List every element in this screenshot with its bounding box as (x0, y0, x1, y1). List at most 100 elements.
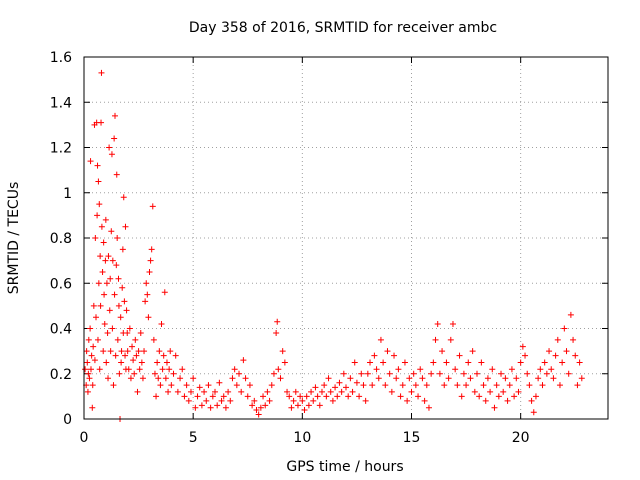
data-point (397, 393, 404, 400)
data-point (101, 291, 108, 298)
data-point (216, 379, 223, 386)
data-point (559, 359, 566, 366)
data-point (284, 388, 291, 395)
data-point (417, 366, 424, 373)
data-point (332, 384, 339, 391)
data-point (179, 366, 186, 373)
data-point (114, 336, 121, 343)
data-point (246, 382, 253, 389)
data-point (192, 404, 199, 411)
data-point (526, 382, 533, 389)
data-point (130, 357, 137, 364)
data-point (129, 343, 136, 350)
y-tick-label: 0.2 (50, 367, 72, 383)
data-point (393, 375, 400, 382)
data-point (153, 393, 160, 400)
data-point (207, 404, 214, 411)
data-point (242, 375, 249, 382)
data-point (95, 280, 102, 287)
gridlines (84, 57, 608, 419)
data-point (229, 375, 236, 382)
x-tick-label: 10 (293, 430, 311, 446)
data-point (222, 404, 229, 411)
data-point (126, 325, 133, 332)
data-point (174, 388, 181, 395)
data-point (194, 393, 201, 400)
data-point (274, 318, 281, 325)
data-point (113, 262, 120, 269)
data-point (105, 375, 112, 382)
data-point (115, 302, 122, 309)
data-point (312, 384, 319, 391)
data-point (94, 212, 101, 219)
data-point (212, 388, 218, 395)
data-point (388, 388, 395, 395)
data-point (203, 397, 210, 404)
data-point (122, 223, 129, 230)
data-point (121, 298, 128, 305)
data-point (338, 388, 345, 395)
data-point (119, 284, 126, 291)
y-tick-label: 0.4 (50, 322, 72, 338)
data-point (432, 336, 439, 343)
data-point (467, 375, 474, 382)
data-point (399, 382, 406, 389)
data-point (364, 370, 371, 377)
data-point (231, 366, 238, 373)
data-point (190, 375, 197, 382)
data-point (146, 268, 153, 275)
data-point (552, 352, 559, 359)
data-point (541, 359, 548, 366)
data-point (522, 352, 529, 359)
data-point (382, 382, 389, 389)
data-point (554, 336, 561, 343)
data-point (102, 257, 109, 264)
data-point (155, 375, 162, 382)
data-point (340, 370, 347, 377)
data-point (84, 388, 91, 395)
data-point (85, 336, 92, 343)
data-point (131, 370, 138, 377)
data-point (156, 348, 163, 355)
data-point (441, 382, 448, 389)
data-point (205, 382, 212, 389)
data-point (251, 397, 258, 404)
data-point (89, 404, 96, 411)
data-point (90, 343, 97, 350)
data-point (561, 325, 568, 332)
data-point (134, 388, 141, 395)
data-point (107, 275, 114, 282)
data-point (498, 370, 505, 377)
data-point (160, 352, 167, 359)
data-point (240, 357, 247, 364)
data-point (96, 201, 103, 208)
x-tick-label: 15 (403, 430, 421, 446)
data-point (109, 325, 116, 332)
data-point (469, 348, 476, 355)
data-point (286, 393, 293, 400)
data-point (92, 235, 99, 241)
data-point (504, 397, 511, 404)
data-point (106, 144, 113, 151)
data-point (484, 375, 491, 382)
data-point (97, 302, 104, 309)
data-point (491, 404, 498, 411)
data-point (108, 228, 115, 235)
data-point (168, 382, 175, 389)
data-point (118, 348, 125, 355)
data-point (143, 280, 150, 287)
data-point (356, 393, 363, 400)
data-point (314, 393, 321, 400)
data-point (360, 382, 367, 389)
data-point (524, 370, 531, 377)
data-points (82, 69, 585, 422)
data-point (281, 359, 288, 366)
data-point (102, 216, 109, 223)
data-point (493, 382, 500, 389)
axis-ticks: 0 5 10 15 20 0 0.2 0.4 0.6 0.8 1 1.2 1.4 1.6 (50, 50, 608, 446)
data-point (95, 178, 102, 185)
data-point (107, 348, 114, 355)
data-point (351, 359, 358, 366)
y-tick-label: 0.8 (50, 231, 72, 247)
data-point (98, 69, 105, 76)
